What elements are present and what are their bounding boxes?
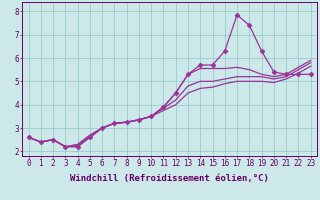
X-axis label: Windchill (Refroidissement éolien,°C): Windchill (Refroidissement éolien,°C) [70,174,269,183]
